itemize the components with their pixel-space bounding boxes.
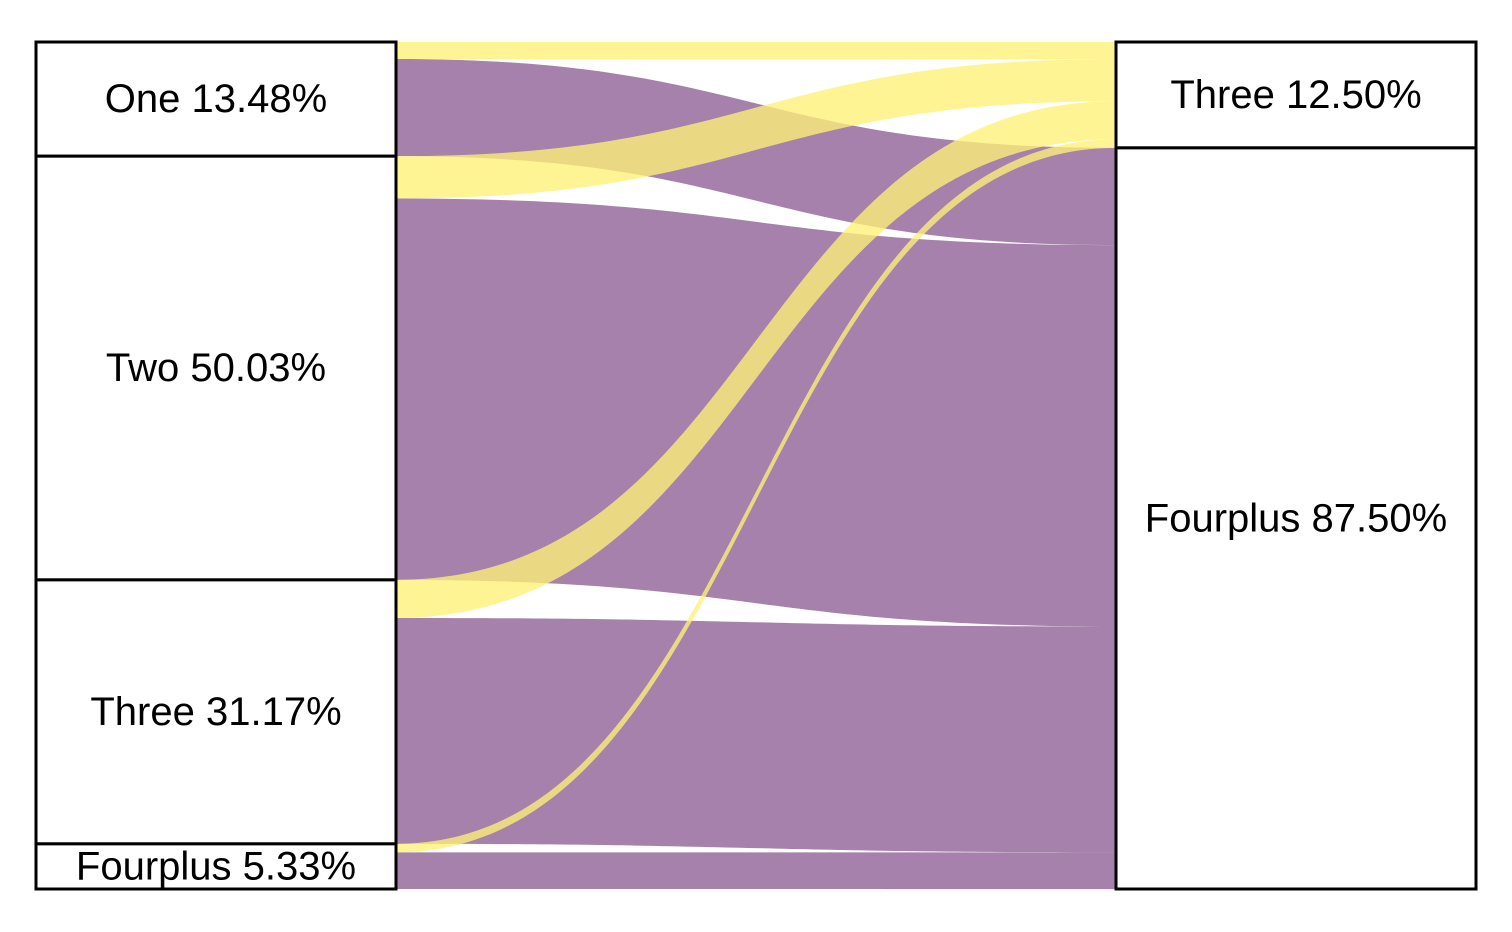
- left-node-one: [34, 40, 398, 158]
- right-node-three: [1114, 40, 1478, 150]
- left-node-label-two: Two 50.03%: [106, 346, 326, 390]
- right-node-label-three: Three 12.50%: [1170, 73, 1421, 117]
- flow-three-to-three: [396, 101, 1116, 618]
- flows-layer: [396, 42, 1116, 890]
- left-node-label-three: Three 31.17%: [90, 690, 341, 734]
- left-node-fourplus: [34, 842, 398, 891]
- left-node-three: [34, 578, 398, 846]
- right-node-label-fourplus: Fourplus 87.50%: [1145, 496, 1447, 540]
- flow-one-to-three: [396, 42, 1116, 59]
- left-node-two: [34, 154, 398, 582]
- flow-two-to-fourplus: [396, 198, 1116, 627]
- left-node-label-fourplus: Fourplus 5.33%: [76, 844, 356, 888]
- flow-fourplus-to-three: [396, 139, 1116, 853]
- flow-two-to-three: [396, 58, 1116, 199]
- right-node-fourplus: [1114, 146, 1478, 891]
- flow-three-to-fourplus: [396, 617, 1116, 853]
- left-node-label-one: One 13.48%: [105, 77, 327, 121]
- flow-fourplus-to-fourplus: [396, 852, 1116, 890]
- flow-one-to-fourplus: [396, 58, 1116, 246]
- nodes-layer: One 13.48% Two 50.03% Three 31.17% Fourplus…: [34, 40, 1478, 891]
